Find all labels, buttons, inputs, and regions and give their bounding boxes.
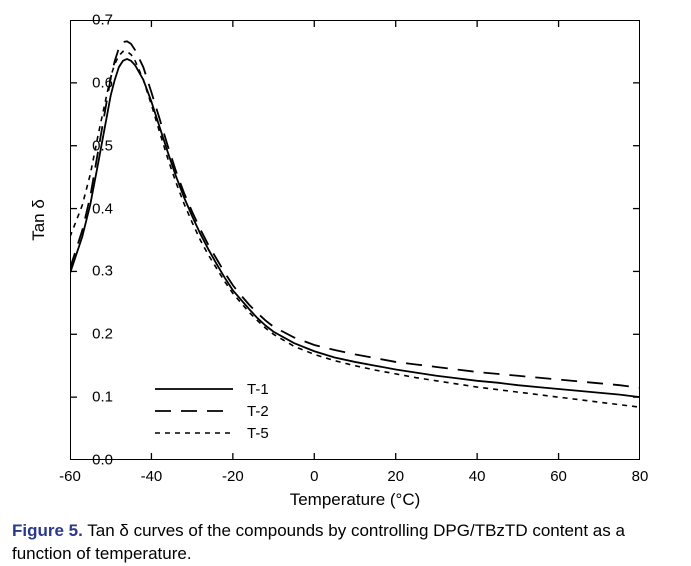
caption-text: Tan δ curves of the compounds by control… [12,521,625,563]
chart-area: T-1 T-2 T-5 [70,20,640,460]
x-tick-label: 20 [387,468,404,485]
x-tick-label: 80 [632,468,649,485]
legend-label-t2: T-2 [247,403,269,420]
y-tick-label: 0.2 [73,326,113,343]
legend: T-1 T-2 T-5 [155,378,269,444]
x-tick-label: -60 [59,468,81,485]
legend-swatch-t5 [155,425,233,441]
legend-swatch-t1 [155,381,233,397]
x-tick-label: -40 [141,468,163,485]
legend-label-t5: T-5 [247,425,269,442]
legend-row-t5: T-5 [155,422,269,444]
y-tick-label: 0.0 [73,452,113,469]
y-tick-label: 0.6 [73,74,113,91]
x-tick-label: -20 [222,468,244,485]
x-tick-label: 40 [469,468,486,485]
y-tick-label: 0.4 [73,200,113,217]
x-axis-label: Temperature (°C) [70,490,640,510]
y-tick-label: 0.1 [73,389,113,406]
figure-container: Tan δ T-1 T-2 T-5 0.0 0.1 0.2 0.3 0.4 0.5 0.6 0… [0,0,691,564]
y-tick-label: 0.7 [73,12,113,29]
y-axis-label: Tan δ [29,199,49,241]
y-tick-label: 0.5 [73,137,113,154]
legend-label-t1: T-1 [247,381,269,398]
legend-row-t1: T-1 [155,378,269,400]
figure-caption: Figure 5. Tan δ curves of the compounds … [12,520,672,566]
x-tick-label: 0 [310,468,318,485]
legend-row-t2: T-2 [155,400,269,422]
x-tick-label: 60 [550,468,567,485]
y-tick-label: 0.3 [73,263,113,280]
legend-swatch-t2 [155,403,233,419]
caption-label: Figure 5. [12,521,83,540]
